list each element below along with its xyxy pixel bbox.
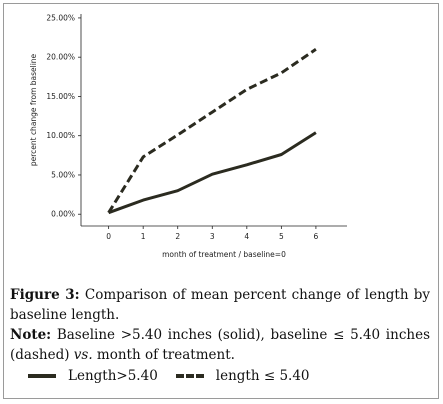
legend-swatch-dashed bbox=[175, 374, 204, 378]
x-tick-label: 6 bbox=[314, 232, 319, 241]
line-chart: 0.00% 5.00% 10.00% 15.00% 20.00% 25.00% 0 1 2 3 4 5… bbox=[29, 13, 347, 259]
note-text-1: Baseline >5.40 inches (solid), baseline … bbox=[10, 327, 430, 363]
y-tick-label: 15.00% bbox=[46, 92, 75, 101]
x-tick-label: 4 bbox=[244, 232, 249, 241]
legend-swatch-solid bbox=[28, 374, 56, 378]
y-tick-label: 20.00% bbox=[46, 53, 75, 62]
x-axis-label: month of treatment / baseline=0 bbox=[162, 250, 286, 259]
legend-label-solid: Length>5.40 bbox=[68, 368, 158, 384]
figure-caption: Figure 3: Comparison of mean percent cha… bbox=[10, 285, 430, 365]
series-line-solid bbox=[108, 131, 317, 215]
figure-title: Figure 3: Comparison of mean percent cha… bbox=[10, 285, 430, 325]
note-label: Note: bbox=[10, 327, 52, 343]
x-tick-label: 3 bbox=[210, 232, 215, 241]
x-tick-label: 2 bbox=[175, 232, 180, 241]
figure-text: Comparison of mean percent change of len… bbox=[10, 287, 431, 323]
y-tick-label: 25.00% bbox=[46, 13, 75, 22]
y-tick-label: 0.00% bbox=[51, 210, 75, 219]
series-line-dashed bbox=[107, 48, 317, 214]
legend-item-solid: Length>5.40 bbox=[28, 368, 158, 384]
x-tick-label: 1 bbox=[141, 232, 146, 241]
chart-legend: Length>5.40 length ≤ 5.40 bbox=[28, 368, 328, 384]
y-tick-label: 10.00% bbox=[46, 131, 75, 140]
legend-label-dashed: length ≤ 5.40 bbox=[215, 368, 310, 384]
legend-item-dashed: length ≤ 5.40 bbox=[175, 368, 310, 384]
chart-tick-labels: 0.00% 5.00% 10.00% 15.00% 20.00% 25.00% 0 1 2 3 4 5… bbox=[46, 13, 318, 241]
chart-axes bbox=[78, 14, 347, 229]
note-text-2: month of treatment. bbox=[92, 347, 235, 363]
figure-note: Note: Baseline >5.40 inches (solid), bas… bbox=[10, 325, 430, 365]
figure-frame bbox=[3, 3, 439, 399]
y-axis-label: percent change from baseline bbox=[29, 53, 38, 166]
figure-label: Figure 3: bbox=[10, 287, 80, 303]
y-tick-label: 5.00% bbox=[51, 170, 75, 179]
chart-series bbox=[107, 48, 317, 215]
x-tick-label: 0 bbox=[106, 232, 111, 241]
x-tick-label: 5 bbox=[279, 232, 284, 241]
note-vs: vs. bbox=[73, 347, 93, 363]
